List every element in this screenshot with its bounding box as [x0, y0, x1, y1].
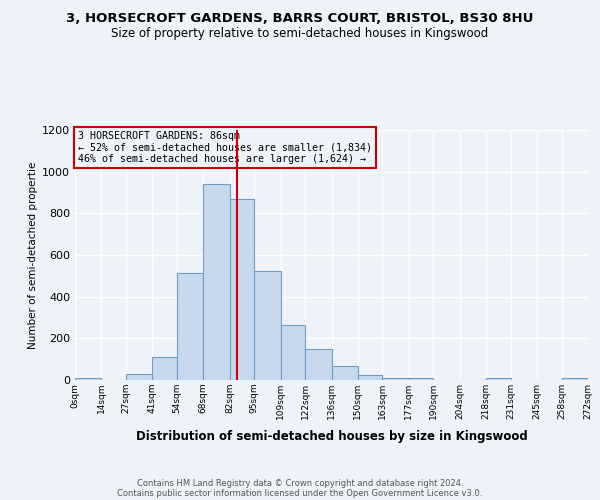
Text: Contains HM Land Registry data © Crown copyright and database right 2024.: Contains HM Land Registry data © Crown c… — [137, 478, 463, 488]
Bar — [382, 378, 409, 380]
Bar — [230, 198, 254, 380]
X-axis label: Distribution of semi-detached houses by size in Kingswood: Distribution of semi-detached houses by … — [136, 430, 527, 444]
Text: Contains public sector information licensed under the Open Government Licence v3: Contains public sector information licen… — [118, 488, 482, 498]
Bar — [486, 378, 511, 380]
Bar — [177, 272, 203, 380]
Text: 3 HORSECROFT GARDENS: 86sqm
← 52% of semi-detached houses are smaller (1,834)
46: 3 HORSECROFT GARDENS: 86sqm ← 52% of sem… — [77, 131, 371, 164]
Bar — [331, 366, 358, 380]
Bar — [281, 325, 305, 380]
Bar — [126, 374, 152, 380]
Bar — [254, 270, 281, 380]
Y-axis label: Number of semi-detached propertie: Number of semi-detached propertie — [28, 162, 38, 348]
Bar — [75, 378, 101, 380]
Bar — [152, 357, 177, 380]
Bar — [203, 184, 230, 380]
Bar — [409, 378, 433, 380]
Bar — [305, 349, 331, 380]
Text: 3, HORSECROFT GARDENS, BARRS COURT, BRISTOL, BS30 8HU: 3, HORSECROFT GARDENS, BARRS COURT, BRIS… — [67, 12, 533, 26]
Bar — [562, 378, 588, 380]
Text: Size of property relative to semi-detached houses in Kingswood: Size of property relative to semi-detach… — [112, 28, 488, 40]
Bar — [358, 375, 382, 380]
